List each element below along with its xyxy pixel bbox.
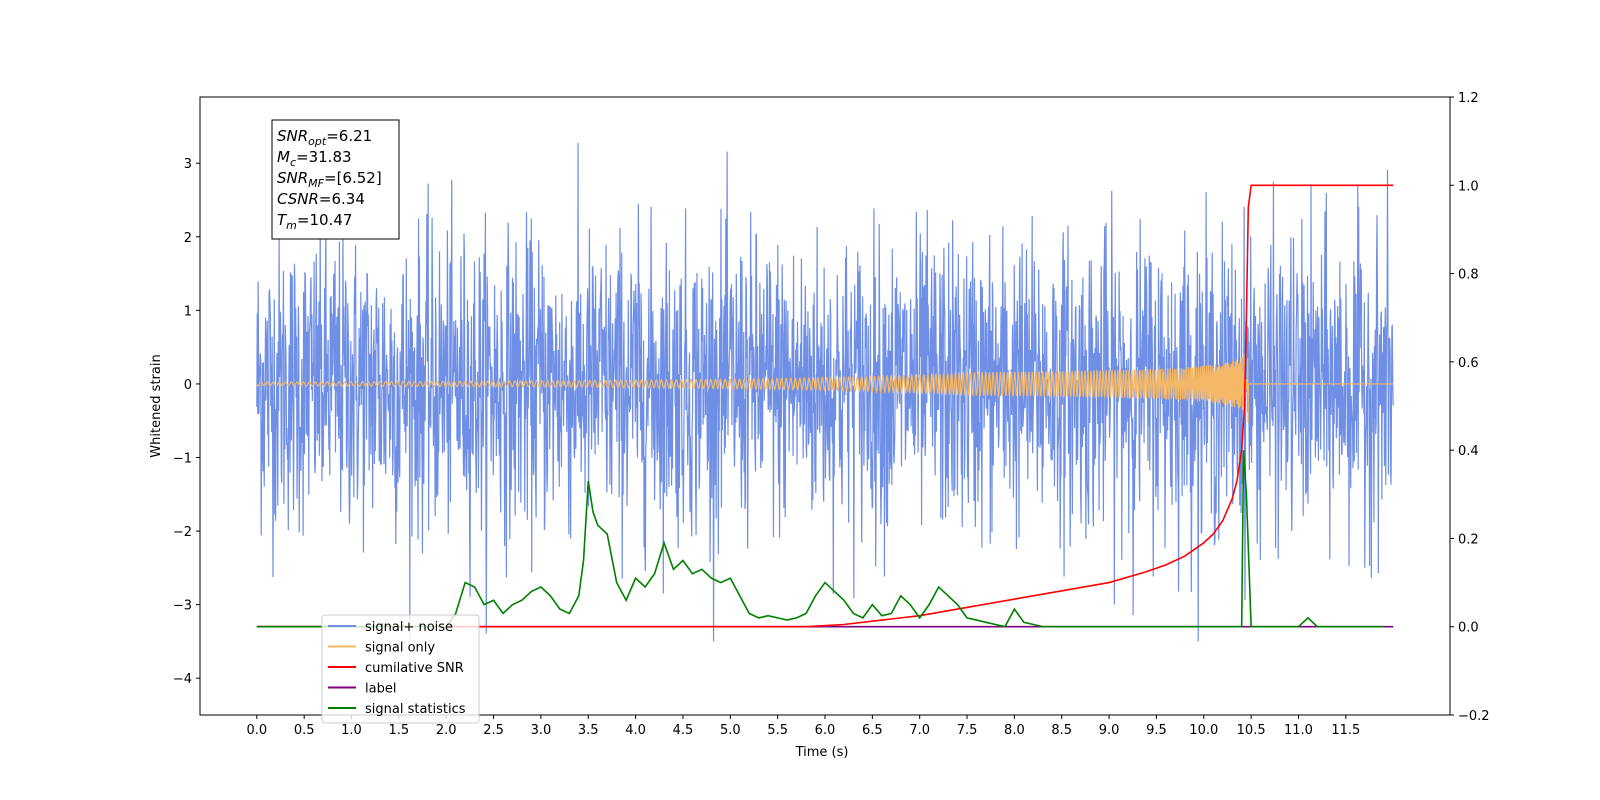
y2-tick-label: 0.0 bbox=[1458, 621, 1479, 636]
y2-tick-label: 1.0 bbox=[1458, 179, 1479, 194]
x-tick-label: 11.0 bbox=[1284, 723, 1313, 738]
x-tick-label: 9.5 bbox=[1146, 723, 1167, 738]
x-tick-label: 6.5 bbox=[862, 723, 883, 738]
x-tick-label: 0.5 bbox=[294, 723, 315, 738]
y2-tick-label: 1.2 bbox=[1458, 91, 1479, 106]
y-tick-label: −2 bbox=[173, 525, 192, 540]
y-tick-label: 1 bbox=[184, 304, 192, 319]
y-tick-label: −4 bbox=[173, 672, 192, 687]
series-cumulative-snr bbox=[256, 184, 1394, 628]
x-tick-label: 8.5 bbox=[1051, 723, 1072, 738]
y-tick-label: 0 bbox=[184, 378, 192, 393]
x-tick-label: 1.5 bbox=[389, 723, 410, 738]
y2-tick-label: 0.4 bbox=[1458, 444, 1479, 459]
x-axis-title: Time (s) bbox=[795, 745, 849, 760]
legend-label: signal statistics bbox=[365, 702, 466, 717]
x-tick-label: 4.0 bbox=[625, 723, 646, 738]
x-tick-label: 0.0 bbox=[246, 723, 267, 738]
y2-tick-label: 0.2 bbox=[1458, 532, 1479, 547]
x-tick-label: 7.5 bbox=[957, 723, 978, 738]
x-tick-label: 3.0 bbox=[531, 723, 552, 738]
x-tick-label: 10.0 bbox=[1189, 723, 1218, 738]
y-tick-label: 2 bbox=[184, 231, 192, 246]
stats-annotation-box: SNRopt=6.21Mc=31.83SNRMF=[6.52]CSNR=6.34… bbox=[271, 119, 400, 240]
annotation-line: Tm=10.47 bbox=[277, 211, 352, 232]
y2-tick-label: 0.6 bbox=[1458, 356, 1479, 371]
y-tick-label: 3 bbox=[184, 157, 192, 172]
x-axis: 0.0 0.5 1.0 1.5 2.0 2.5 3.0 3.5 4.0 4.5 5.0 5.5 6.0 6… bbox=[246, 715, 1360, 738]
x-tick-label: 4.5 bbox=[673, 723, 694, 738]
x-tick-label: 5.5 bbox=[767, 723, 788, 738]
y-tick-label: −1 bbox=[173, 452, 192, 467]
legend-label: label bbox=[365, 682, 396, 697]
x-tick-label: 9.0 bbox=[1099, 723, 1120, 738]
y-axis-title: Whitened strain bbox=[149, 354, 164, 457]
y2-tick-label: 0.8 bbox=[1458, 268, 1479, 283]
legend: signal+ noise signal only cumilative SNR la… bbox=[321, 614, 480, 724]
legend-frame bbox=[321, 614, 480, 724]
annotation-line: SNRMF=[6.52] bbox=[277, 169, 382, 190]
series-signal-noise bbox=[256, 142, 1394, 642]
x-tick-label: 6.0 bbox=[815, 723, 836, 738]
legend-label: signal+ noise bbox=[365, 620, 453, 635]
x-tick-label: 11.5 bbox=[1331, 723, 1360, 738]
x-tick-label: 10.5 bbox=[1237, 723, 1266, 738]
annotation-line: SNRopt=6.21 bbox=[277, 127, 372, 148]
y2-tick-label: −0.2 bbox=[1458, 709, 1490, 724]
legend-label: signal only bbox=[365, 641, 435, 656]
y-axis-left: −4 −3 −2 −1 0 1 2 3 bbox=[173, 157, 200, 687]
x-tick-label: 3.5 bbox=[578, 723, 599, 738]
annotation-line: CSNR=6.34 bbox=[277, 190, 365, 208]
y-axis-right: −0.2 0.0 0.2 0.4 0.6 0.8 1.0 1.2 bbox=[1450, 91, 1490, 724]
x-tick-label: 1.0 bbox=[341, 723, 362, 738]
x-tick-label: 5.0 bbox=[720, 723, 741, 738]
series-signal-only bbox=[256, 354, 1394, 424]
series-signal-statistics bbox=[256, 450, 1384, 628]
legend-label: cumilative SNR bbox=[365, 661, 464, 676]
annotation-line: Mc=31.83 bbox=[277, 148, 352, 169]
series-layer bbox=[256, 142, 1394, 642]
x-tick-label: 2.0 bbox=[436, 723, 457, 738]
x-tick-label: 7.0 bbox=[909, 723, 930, 738]
annotation-frame bbox=[271, 119, 400, 240]
x-tick-label: 8.0 bbox=[1004, 723, 1025, 738]
x-tick-label: 2.5 bbox=[483, 723, 504, 738]
y-tick-label: −3 bbox=[173, 599, 192, 614]
